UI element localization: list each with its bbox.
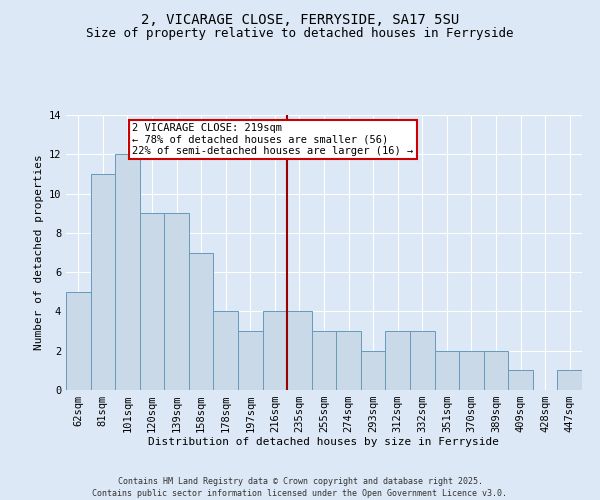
Bar: [140, 213, 164, 390]
Bar: [287, 312, 312, 390]
Bar: [115, 154, 140, 390]
Y-axis label: Number of detached properties: Number of detached properties: [34, 154, 44, 350]
Text: Contains HM Land Registry data © Crown copyright and database right 2025.
Contai: Contains HM Land Registry data © Crown c…: [92, 476, 508, 498]
Bar: [385, 331, 410, 390]
Bar: [91, 174, 115, 390]
Bar: [484, 350, 508, 390]
Bar: [410, 331, 434, 390]
Bar: [361, 350, 385, 390]
Bar: [66, 292, 91, 390]
Bar: [508, 370, 533, 390]
Bar: [459, 350, 484, 390]
Bar: [214, 312, 238, 390]
Bar: [189, 252, 214, 390]
Bar: [312, 331, 336, 390]
Bar: [336, 331, 361, 390]
Text: Size of property relative to detached houses in Ferryside: Size of property relative to detached ho…: [86, 28, 514, 40]
Text: 2 VICARAGE CLOSE: 219sqm
← 78% of detached houses are smaller (56)
22% of semi-d: 2 VICARAGE CLOSE: 219sqm ← 78% of detach…: [133, 123, 413, 156]
Text: 2, VICARAGE CLOSE, FERRYSIDE, SA17 5SU: 2, VICARAGE CLOSE, FERRYSIDE, SA17 5SU: [141, 12, 459, 26]
Bar: [557, 370, 582, 390]
Bar: [434, 350, 459, 390]
Bar: [238, 331, 263, 390]
Bar: [164, 213, 189, 390]
Bar: [263, 312, 287, 390]
X-axis label: Distribution of detached houses by size in Ferryside: Distribution of detached houses by size …: [149, 436, 499, 446]
